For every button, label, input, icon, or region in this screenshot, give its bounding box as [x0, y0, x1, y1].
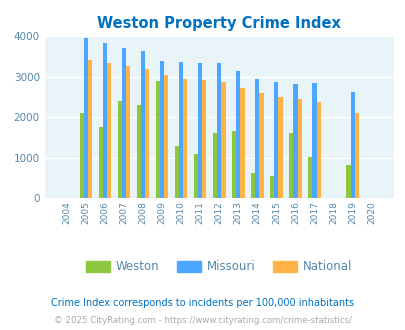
Bar [136, 105, 141, 198]
Bar [316, 102, 320, 198]
Bar [202, 80, 206, 198]
Bar [156, 81, 160, 198]
Bar [88, 60, 92, 198]
Bar [231, 131, 236, 198]
Bar [345, 165, 350, 198]
Bar [102, 43, 107, 198]
Bar [160, 61, 164, 198]
Bar [117, 101, 121, 198]
Bar [269, 176, 274, 198]
Bar [221, 82, 225, 198]
Bar [307, 157, 311, 198]
Bar [98, 127, 102, 198]
Bar [297, 99, 301, 198]
Bar [293, 84, 297, 198]
Bar [217, 63, 221, 198]
Bar [194, 154, 198, 198]
Bar [250, 173, 255, 198]
Bar [354, 113, 358, 198]
Text: Crime Index corresponds to incidents per 100,000 inhabitants: Crime Index corresponds to incidents per… [51, 298, 354, 308]
Bar [274, 82, 278, 198]
Title: Weston Property Crime Index: Weston Property Crime Index [97, 16, 340, 31]
Bar [126, 66, 130, 198]
Bar [236, 71, 240, 198]
Bar [183, 79, 187, 198]
Bar [240, 88, 244, 198]
Legend: Weston, Missouri, National: Weston, Missouri, National [81, 256, 356, 278]
Bar [278, 97, 282, 198]
Bar [255, 79, 259, 198]
Bar [164, 75, 168, 198]
Bar [79, 113, 83, 198]
Bar [122, 48, 126, 198]
Bar [175, 146, 179, 198]
Bar [288, 133, 293, 198]
Bar [311, 83, 316, 198]
Text: © 2025 CityRating.com - https://www.cityrating.com/crime-statistics/: © 2025 CityRating.com - https://www.city… [54, 316, 351, 325]
Bar [259, 93, 263, 198]
Bar [213, 133, 217, 198]
Bar [141, 51, 145, 198]
Bar [145, 69, 149, 198]
Bar [83, 38, 88, 198]
Bar [179, 62, 183, 198]
Bar [107, 63, 111, 198]
Bar [198, 63, 202, 198]
Bar [350, 92, 354, 198]
